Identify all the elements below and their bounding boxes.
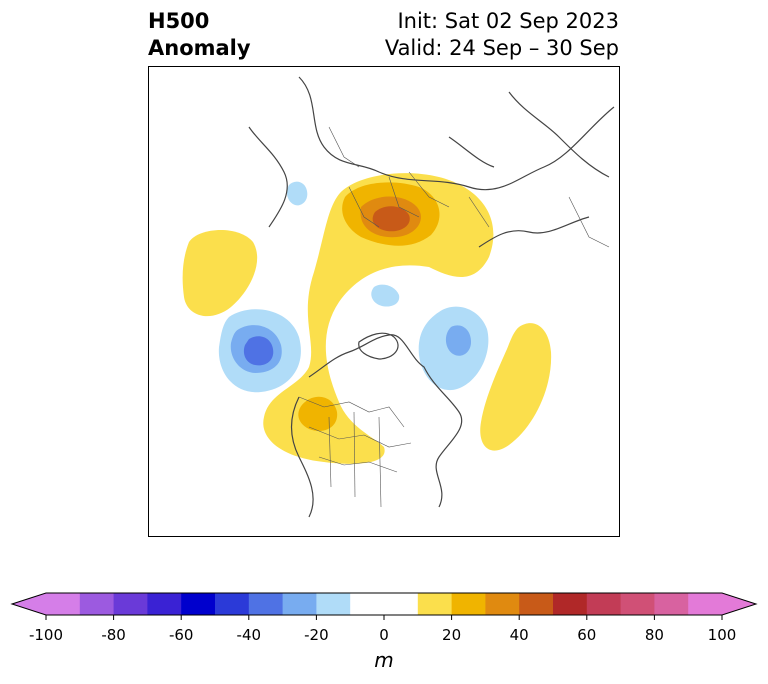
- coastlines: [248, 76, 615, 518]
- colorbar-bin: [46, 593, 81, 615]
- title-variable: H500: [148, 9, 210, 33]
- title-right: Init: Sat 02 Sep 2023 Valid: 24 Sep – 30…: [385, 8, 619, 62]
- colorbar-bin: [248, 593, 284, 615]
- colorbar-bin: [553, 593, 588, 615]
- colorbar-bin: [79, 593, 115, 615]
- colorbar-bin: [654, 593, 689, 615]
- colorbar-bin: [620, 593, 655, 615]
- valid-period-label: Valid: 24 Sep – 30 Sep: [384, 36, 619, 60]
- colorbar-bin: [688, 593, 723, 615]
- colorbar-tick-label: -80: [101, 626, 126, 644]
- colorbar-tick-label: 20: [442, 626, 462, 644]
- title-anomaly: Anomaly: [148, 36, 251, 60]
- colorbar-bin: [417, 593, 453, 615]
- colorbar-extend-high: [722, 593, 756, 615]
- colorbar: -100 -80 -60 -40 -20 0 20 40 60 80 100 m: [0, 586, 768, 676]
- colorbar-tick-label: 40: [509, 626, 529, 644]
- colorbar-bin: [384, 593, 419, 615]
- colorbar-bin: [350, 593, 385, 615]
- colorbar-extend-low: [12, 593, 46, 615]
- colorbar-bin: [586, 593, 622, 615]
- negative-anomaly-contours: [218, 181, 489, 393]
- positive-anomaly-contours: [182, 173, 552, 464]
- colorbar-bin: [519, 593, 554, 615]
- political-borders: [298, 126, 610, 508]
- title-left: H500 Anomaly: [148, 8, 251, 62]
- anomaly-map: [182, 76, 615, 518]
- colorbar-unit-label: m: [374, 648, 394, 672]
- colorbar-tick-label: -20: [304, 626, 329, 644]
- colorbar-tick-label: 80: [644, 626, 664, 644]
- init-date-label: Init: Sat 02 Sep 2023: [397, 9, 619, 33]
- colorbar-bin: [215, 593, 250, 615]
- colorbar-bin: [282, 593, 317, 615]
- colorbar-tick-label: 100: [707, 626, 737, 644]
- colorbar-tick-label: -60: [168, 626, 194, 644]
- colorbar-bin: [316, 593, 351, 615]
- map-panel: [148, 66, 620, 537]
- colorbar-tick-label: -40: [236, 626, 262, 644]
- colorbar-tick-label: 0: [379, 626, 389, 644]
- colorbar-bin: [113, 593, 148, 615]
- colorbar-bin: [451, 593, 486, 615]
- colorbar-tick-label: 60: [577, 626, 597, 644]
- colorbar-bin: [485, 593, 520, 615]
- colorbar-bin: [181, 593, 216, 615]
- colorbar-bin: [147, 593, 182, 615]
- colorbar-strip: [10, 592, 758, 620]
- colorbar-tick-label: -100: [28, 626, 64, 644]
